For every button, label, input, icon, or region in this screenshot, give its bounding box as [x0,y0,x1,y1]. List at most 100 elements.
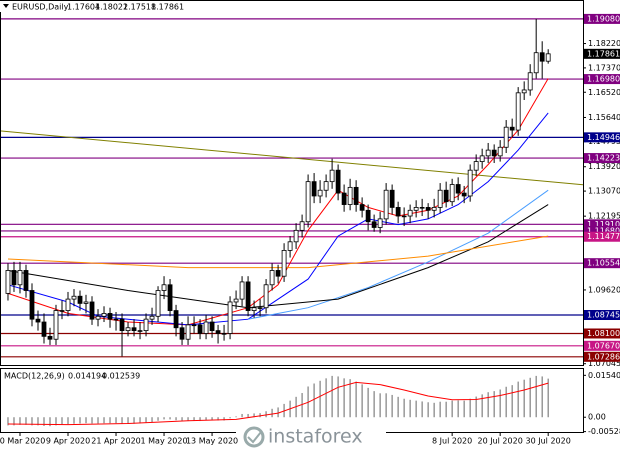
level-label: 1.08100 [587,329,620,338]
candle-body [209,321,215,332]
macd-bar [403,398,405,418]
candle-body [143,318,149,332]
candle-body [413,207,419,211]
macd-bar [415,400,417,418]
level-label: 1.14946 [587,133,620,142]
macd-bar [175,417,177,421]
macd-bar [67,417,69,425]
level-label: 1.07286 [587,352,620,361]
candle-body [293,229,299,243]
macd-bar [115,417,117,424]
y-tick-label: 1.15640 [588,113,620,122]
candle-body [41,321,47,337]
candle-body [275,270,281,277]
candle-body [287,241,293,251]
level-tag [584,219,620,230]
macd-bar [481,394,483,418]
macd-bar [445,401,447,418]
candle-body [407,209,413,217]
macd-bar [277,407,279,418]
candle-body [239,281,245,300]
macd-bar [133,417,135,424]
level-label: 1.16980 [587,75,620,84]
macd-bar [409,399,411,418]
macd-bar [211,417,213,421]
macd-bar [391,394,393,418]
y-tick-label: 1.07045 [588,359,620,368]
header-close: 1.17861 [151,3,184,12]
macd-bar [367,387,369,418]
y-tick-label: 1.17370 [588,63,620,72]
candle-body [461,192,467,197]
macd-y-tick-label: 0.00 [588,413,606,422]
candle-body [137,330,143,332]
candle-body [173,310,179,329]
macd-bar [109,417,111,424]
macd-bar [535,375,537,418]
macd-bar [349,379,351,418]
last-price-tag [584,48,620,59]
macd-bar [355,381,357,418]
macd-bar [421,401,423,418]
y-tick-label: 1.09620 [588,285,620,294]
candle-body [191,324,197,327]
candle-body [431,207,437,211]
candle-body [353,186,359,205]
candle-body [425,207,431,211]
header-icon [3,4,9,8]
macd-bar [97,417,99,424]
candle-body [329,169,335,183]
macd-bar [259,413,261,418]
macd-bar [313,383,315,418]
macd-bar [301,393,303,418]
level-tag [584,310,620,321]
candle-body [11,270,17,286]
macd-bar [13,417,15,426]
candle-body [47,335,53,340]
candle-body [125,327,131,332]
macd-bar [487,392,489,418]
macd-bar [373,391,375,418]
candle-body [257,307,263,309]
macd-bar [463,400,465,418]
candle-body [251,307,257,311]
macd-bar [385,393,387,418]
header-bg [0,1,178,12]
candle-body [23,270,29,291]
macd-bar [505,386,507,418]
header-high: 1.18022 [95,3,128,12]
level-tag [584,74,620,85]
candle-body [419,207,425,209]
candle-body [203,321,209,334]
candle-body [89,301,95,320]
macd-bar [25,417,27,425]
level-tag [584,258,620,269]
macd-bar [127,417,129,424]
macd-bar [139,417,141,424]
macd-bar [547,378,549,418]
candle-body [215,330,221,334]
watermark-text: instaforex [268,426,363,448]
watermark-bg [236,424,386,450]
level-label: 1.14223 [587,154,620,163]
macd-bar [499,389,501,418]
macd-bar [85,417,87,424]
candle-body [161,284,167,291]
candle-body [29,290,35,320]
candle-body [305,181,311,223]
last-price-label: 1.17861 [587,49,620,58]
candle-body [83,301,89,304]
candle-body [503,126,509,148]
candle-body [179,327,185,340]
candle-body [335,169,341,194]
candle-body [113,318,119,321]
candle-body [377,218,383,228]
candle-body [17,270,23,286]
x-tick-label: 21 Apr 2020 [91,437,140,446]
y-tick-label: 1.18220 [588,39,620,48]
macd-bar [331,375,333,418]
macd-signal-value: 0.012539 [102,372,140,381]
macd-value: 0.014194 [68,372,106,381]
macd-bar [151,417,153,423]
